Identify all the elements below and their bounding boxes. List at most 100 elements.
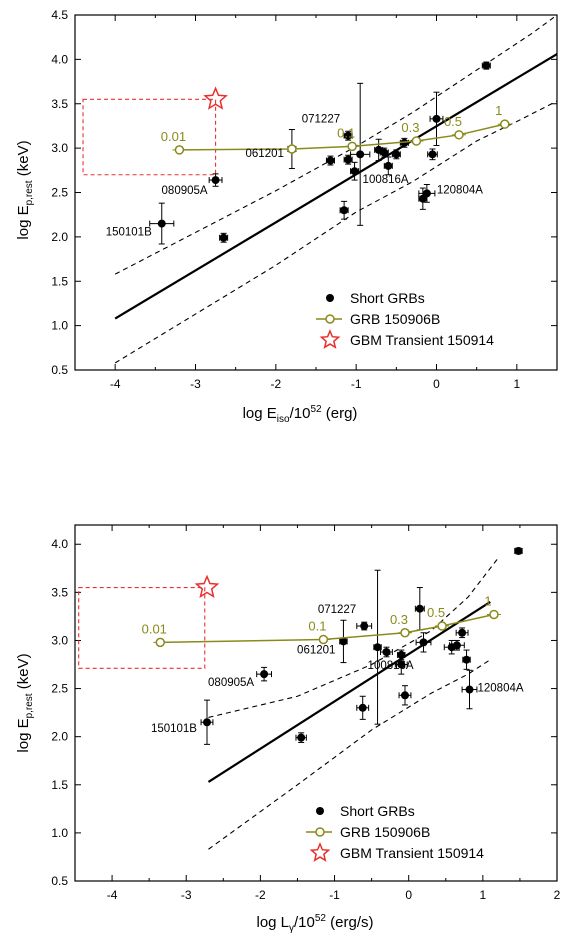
short-grb-point bbox=[400, 691, 409, 700]
y-tick-label: 3.5 bbox=[51, 585, 68, 599]
grb-150906b-label: 1 bbox=[495, 103, 502, 118]
short-grb-point bbox=[458, 628, 467, 637]
grb-150906b-label: 0.3 bbox=[401, 120, 419, 135]
transient-region-box bbox=[82, 98, 217, 176]
y-tick-label: 1.0 bbox=[51, 319, 68, 333]
short-grb-point bbox=[428, 150, 437, 159]
grb-annotation: 150101B bbox=[151, 723, 197, 735]
short-grb-point bbox=[219, 233, 228, 242]
short-grb-point bbox=[432, 114, 441, 123]
confidence-band-lower bbox=[114, 100, 557, 364]
grb-150906b-point bbox=[287, 144, 297, 154]
grb-150906b-label: 0.01 bbox=[161, 129, 186, 144]
y-tick-label: 3.0 bbox=[51, 633, 68, 647]
confidence-band-upper bbox=[208, 558, 499, 718]
short-grb-point bbox=[339, 637, 348, 646]
x-tick-label: -3 bbox=[181, 888, 192, 902]
legend-marker-short-grbs bbox=[326, 294, 334, 302]
y-tick-label: 0.5 bbox=[51, 363, 68, 377]
x-tick-label: 1 bbox=[513, 377, 520, 391]
x-tick-label: -1 bbox=[351, 377, 362, 391]
grb-150906b-label: 1 bbox=[484, 593, 491, 608]
short-grb-point bbox=[373, 643, 382, 652]
short-grb-point bbox=[419, 638, 428, 647]
chart-panel-luminosity: -4 -3 -2 -1 0 1 2 0.5 1.0 1.5 2.0 2.5 3.0 3.5 4.0 log L… bbox=[15, 524, 561, 934]
grb-annotation: 080905A bbox=[162, 185, 208, 197]
short-grb-point bbox=[344, 155, 353, 164]
short-grb-point bbox=[465, 685, 474, 694]
legend-marker-short-grbs bbox=[316, 807, 324, 815]
best-fit-line bbox=[207, 601, 491, 783]
plot-area bbox=[82, 15, 557, 364]
legend-label-transient: GBM Transient 150914 bbox=[340, 845, 484, 861]
x-tick-label: -4 bbox=[110, 377, 121, 391]
short-grb-point bbox=[382, 648, 391, 657]
short-grb-point bbox=[400, 138, 409, 147]
short-grb-point bbox=[392, 150, 401, 159]
x-tick-label: -3 bbox=[190, 377, 201, 391]
grb-150906b-label: 0.5 bbox=[444, 114, 462, 129]
y-tick-label: 3.5 bbox=[51, 97, 68, 111]
short-grb-point bbox=[360, 622, 369, 631]
legend-label-short-grbs: Short GRBs bbox=[340, 803, 415, 819]
short-grb-point bbox=[340, 206, 349, 215]
short-grb-point bbox=[415, 604, 424, 613]
grb-150906b-line bbox=[179, 123, 505, 151]
y-tick-label: 3.0 bbox=[51, 141, 68, 155]
transient-star bbox=[203, 86, 228, 110]
grb-annotation: 061201 bbox=[246, 148, 284, 160]
x-tick-label: 0 bbox=[433, 377, 440, 391]
short-grb-point bbox=[384, 161, 393, 170]
short-grb-point bbox=[297, 733, 306, 742]
grb-150906b-label: 0.1 bbox=[337, 125, 355, 140]
grb-150906b-point bbox=[500, 119, 510, 129]
y-tick-label: 1.5 bbox=[51, 778, 68, 792]
short-grb-point bbox=[344, 131, 353, 140]
legend-label-short-grbs: Short GRBs bbox=[350, 290, 425, 306]
short-grb-point bbox=[397, 660, 406, 669]
grb-150906b-point bbox=[400, 628, 410, 638]
plot-frame bbox=[74, 524, 558, 882]
grb-annotation: 080905A bbox=[208, 677, 254, 689]
x-axis-label: log Eiso/1052 (erg) bbox=[243, 404, 358, 425]
y-axis-label: log Ep,rest (keV) bbox=[15, 653, 35, 752]
y-tick-label: 2.0 bbox=[51, 230, 68, 244]
best-fit-line bbox=[114, 53, 557, 320]
short-grb-point bbox=[157, 219, 166, 228]
y-tick-label: 2.0 bbox=[51, 730, 68, 744]
y-tick-label: 4.0 bbox=[51, 537, 68, 551]
x-tick-label: -4 bbox=[107, 888, 118, 902]
y-tick-label: 1.5 bbox=[51, 274, 68, 288]
plot-area bbox=[78, 546, 523, 850]
legend-marker-grb-150906b bbox=[315, 827, 325, 837]
short-grb-point bbox=[211, 176, 220, 185]
short-grb-point bbox=[452, 641, 461, 650]
y-tick-label: 0.5 bbox=[51, 874, 68, 888]
short-grb-point bbox=[358, 703, 367, 712]
x-tick-label: 0 bbox=[405, 888, 412, 902]
grb-150906b-point bbox=[174, 145, 185, 155]
grb-annotation: 120804A bbox=[477, 683, 523, 695]
short-grb-point bbox=[356, 150, 365, 159]
y-axis-label: log Ep,rest (keV) bbox=[15, 140, 35, 239]
short-grb-point bbox=[350, 167, 359, 176]
y-tick-label: 4.0 bbox=[51, 52, 68, 66]
grb-annotation: 120804A bbox=[437, 184, 483, 196]
grb-150906b-point bbox=[347, 141, 357, 152]
grb-150906b-label: 0.01 bbox=[142, 621, 167, 636]
x-tick-label: -1 bbox=[329, 888, 340, 902]
grb-150906b-point bbox=[454, 130, 464, 140]
chart-panel-eiso: -4 -3 -2 -1 0 1 0.5 1.0 1.5 2.0 2.5 3.0 3.5 4.0 4.5 log… bbox=[15, 8, 558, 425]
short-grb-point bbox=[482, 61, 491, 70]
x-tick-label: 1 bbox=[480, 888, 487, 902]
short-grb-point bbox=[326, 156, 335, 165]
legend-label-grb-150906b: GRB 150906B bbox=[340, 824, 430, 840]
y-tick-label: 1.0 bbox=[51, 826, 68, 840]
grb-annotation: 150101B bbox=[106, 227, 152, 239]
x-tick-label: 2 bbox=[554, 888, 561, 902]
short-grb-point bbox=[462, 655, 471, 664]
short-grb-point bbox=[260, 670, 269, 679]
grb-150906b-label: 0.5 bbox=[427, 605, 445, 620]
grb-150906b-point bbox=[411, 136, 422, 146]
x-tick-label: -2 bbox=[270, 377, 281, 391]
